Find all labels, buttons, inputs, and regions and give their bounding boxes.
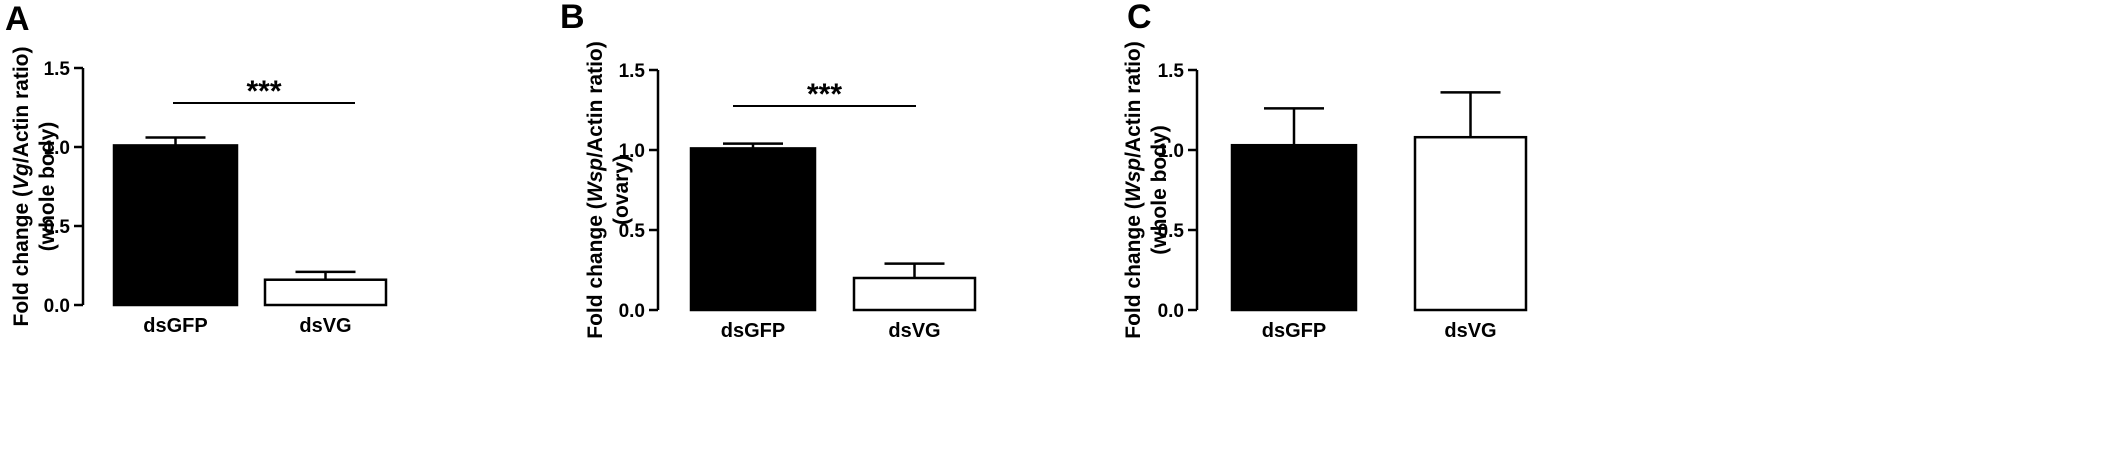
bar-dsgfp [689,147,817,312]
y-tick-label: 1.0 [1158,141,1184,162]
y-axis-label-text: /Actin ratio) [10,46,33,163]
category-label: dsVG [299,315,351,337]
panel-letter: A [5,0,30,38]
y-tick-label: 1.0 [44,138,70,159]
significance-label: *** [807,78,842,111]
y-axis-label-text: Fold change ( [10,190,33,327]
bar-dsgfp [1230,143,1358,312]
y-tick-label: 1.0 [619,141,645,162]
bar-dsvg [852,276,977,312]
y-tick-label: 1.5 [1158,61,1185,82]
y-axis-label-text: Fold change ( [1122,202,1145,339]
category-label: dsVG [1444,320,1496,342]
category-label: dsGFP [1262,320,1326,342]
y-tick-label: 1.5 [44,59,71,80]
y-tick-label: 0.5 [1158,221,1185,242]
y-axis-label: Fold change (Wsp/Actin ratio)(whole body… [1122,41,1171,339]
y-axis-label-gene: Wsp [1122,158,1145,203]
bar-dsgfp [112,144,239,307]
y-tick-label: 0.0 [619,301,645,322]
bar-dsvg [1413,135,1528,312]
y-axis-label-text: Fold change ( [584,202,607,339]
y-tick-label: 0.0 [44,296,70,317]
category-label: dsVG [888,320,940,342]
y-axis-label: Fold change (Wsp/Actin ratio)(ovary) [584,41,633,339]
y-tick-label: 1.5 [619,61,646,82]
y-axis-label-line1: Fold change (Vg/Actin ratio) [10,46,33,326]
y-axis-label-text: /Actin ratio) [584,41,607,158]
y-axis-label-gene: Vg [10,163,33,190]
bar-dsvg [263,278,388,307]
panel-letter: C [1127,0,1152,36]
y-tick-label: 0.5 [44,217,71,238]
panel-letter: B [560,0,585,36]
y-axis-label-line2: (whole body) [1148,125,1171,255]
y-tick-label: 0.0 [1158,301,1184,322]
y-axis-label-line2: (ovary) [610,155,633,225]
y-axis-label-line1: Fold change (Wsp/Actin ratio) [1122,41,1145,339]
category-label: dsGFP [721,320,785,342]
y-axis-label-text: /Actin ratio) [1122,41,1145,158]
y-axis-label-line1: Fold change (Wsp/Actin ratio) [584,41,607,339]
category-label: dsGFP [143,315,207,337]
y-tick-label: 0.5 [619,221,646,242]
y-axis-label-gene: Wsp [584,158,607,203]
significance-label: *** [246,75,281,108]
y-axis-label: Fold change (Vg/Actin ratio)(whole body) [10,46,59,326]
y-axis-label-line2: (whole body) [36,122,59,252]
